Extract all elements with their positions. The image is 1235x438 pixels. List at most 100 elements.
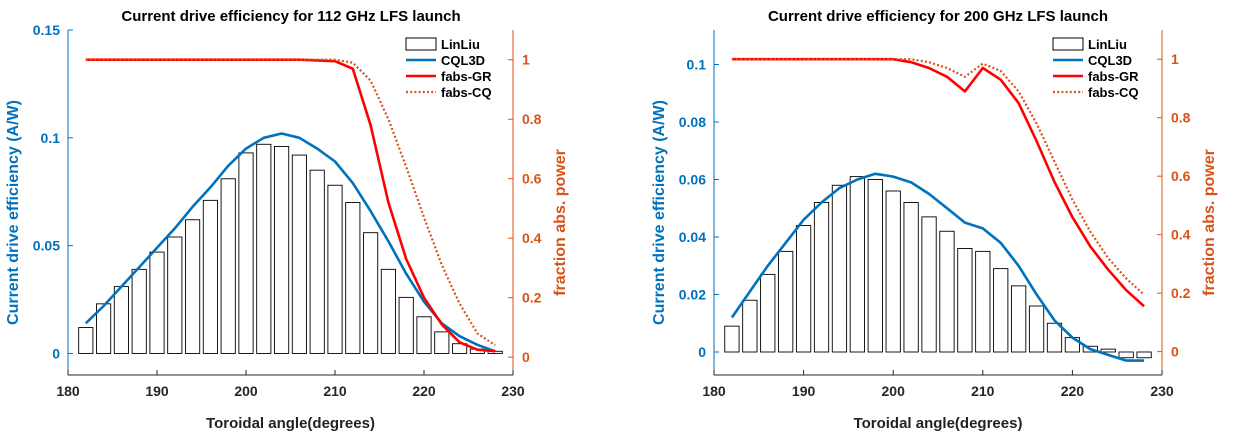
bar-linliu: [903, 202, 919, 353]
bar-linliu: [760, 273, 776, 353]
bar-linliu: [1028, 305, 1045, 353]
bar-linliu: [185, 219, 201, 354]
bar-linliu: [975, 250, 991, 353]
y-tick-label-right: 0.2: [522, 290, 542, 306]
legend-label: CQL3D: [441, 53, 485, 68]
x-tick-label: 220: [1061, 383, 1085, 399]
legend-label: CQL3D: [1088, 53, 1132, 68]
series-line-fabs-gr: [85, 58, 496, 353]
chart-112ghz: Current drive efficiency for 112 GHz LFS…: [5, 8, 569, 432]
y-tick-label-right: 1: [522, 52, 530, 68]
bar-linliu: [452, 343, 468, 354]
x-axis-label: Toroidal angle(degrees): [206, 415, 375, 432]
x-tick-label: 220: [412, 383, 436, 399]
y-tick-label-right: 0.8: [522, 111, 542, 127]
bar-linliu: [795, 225, 812, 353]
y-tick-label-right: 0: [522, 349, 530, 365]
chart-title: Current drive efficiency for 112 GHz LFS…: [121, 8, 460, 25]
bar-linliu: [434, 331, 450, 354]
series-line-fabs-cq: [731, 58, 1145, 296]
chart-title: Current drive efficiency for 200 GHz LFS…: [768, 8, 1108, 25]
bar-linliu: [939, 230, 955, 353]
bar-linliu: [256, 143, 272, 354]
y-tick-label-left: 0.02: [679, 287, 706, 303]
bar-linliu: [96, 303, 112, 354]
bar-linliu: [849, 176, 865, 353]
y-tick-label-left: 0: [52, 345, 60, 361]
x-axis-label: Toroidal angle(degrees): [854, 415, 1023, 432]
x-tick-label: 180: [702, 383, 726, 399]
y-axis-label-right: fraction abs. power: [552, 149, 569, 296]
bar-linliu: [831, 184, 848, 353]
x-tick-label: 200: [882, 383, 906, 399]
y-tick-label-left: 0.08: [679, 114, 706, 130]
bar-linliu: [309, 169, 325, 354]
chart-200ghz: Current drive efficiency for 200 GHz LFS…: [651, 8, 1218, 432]
y-tick-label-right: 0: [1171, 344, 1179, 360]
legend-label: fabs-GR: [1088, 69, 1139, 84]
legend-swatch-linliu: [405, 37, 437, 51]
y-axis-label-left: Current drive efficiency (A/W): [651, 100, 668, 325]
series-line-cql3d: [84, 132, 496, 353]
y-tick-label-right: 0.2: [1171, 285, 1191, 301]
bar-linliu: [220, 178, 236, 354]
x-tick-label: 180: [56, 383, 80, 399]
bar-linliu: [921, 216, 937, 353]
series-line-fabs-gr: [731, 57, 1145, 308]
bar-linliu: [291, 154, 307, 354]
legend-label: fabs-CQ: [1088, 85, 1139, 100]
bar-linliu: [993, 268, 1009, 353]
bar-linliu: [345, 202, 361, 354]
bar-linliu: [398, 296, 414, 354]
y-tick-label-right: 0.4: [522, 230, 542, 246]
bar-linliu: [416, 316, 432, 354]
y-axis-label-left: Current drive efficiency (A/W): [5, 100, 22, 325]
y-tick-label-left: 0.04: [679, 229, 706, 245]
bar-linliu: [149, 251, 165, 354]
y-tick-label-right: 1: [1171, 51, 1179, 67]
legend-label: fabs-CQ: [441, 85, 492, 100]
x-tick-label: 200: [234, 383, 258, 399]
x-tick-label: 190: [145, 383, 169, 399]
bar-linliu: [867, 179, 883, 353]
bar-linliu: [238, 152, 254, 354]
y-tick-label-right: 0.6: [522, 171, 542, 187]
y-tick-label-left: 0: [698, 344, 706, 360]
x-tick-label: 190: [792, 383, 816, 399]
bar-linliu: [1100, 348, 1116, 353]
x-tick-label: 230: [501, 383, 525, 399]
bar-linliu: [1011, 285, 1027, 353]
bar-linliu: [167, 236, 183, 354]
x-tick-label: 210: [323, 383, 347, 399]
bar-linliu: [131, 268, 147, 354]
y-tick-label-left: 0.06: [679, 172, 706, 188]
y-tick-label-right: 0.4: [1171, 227, 1191, 243]
y-tick-label-left: 0.1: [41, 130, 61, 146]
legend-label: LinLiu: [441, 37, 480, 52]
y-tick-label-left: 0.1: [687, 57, 707, 73]
bar-linliu: [742, 299, 758, 353]
x-tick-label: 230: [1150, 383, 1174, 399]
bar-linliu: [202, 199, 218, 354]
y-tick-label-right: 0.6: [1171, 168, 1191, 184]
bar-linliu: [885, 190, 901, 353]
legend-swatch-linliu: [1052, 37, 1084, 51]
bar-linliu: [957, 248, 973, 353]
bar-linliu: [1118, 351, 1134, 359]
y-axis-label-right: fraction abs. power: [1201, 149, 1218, 296]
x-tick-label: 210: [971, 383, 995, 399]
y-tick-label-left: 0.15: [33, 22, 60, 38]
series-line-cql3d: [730, 172, 1145, 362]
bar-linliu: [274, 145, 290, 354]
bar-linliu: [778, 250, 794, 353]
y-tick-label-left: 0.05: [33, 238, 60, 254]
bar-linliu: [813, 202, 830, 353]
bar-linliu: [78, 327, 94, 354]
legend-label: LinLiu: [1088, 37, 1127, 52]
bar-linliu: [327, 184, 343, 354]
bar-linliu: [363, 232, 379, 354]
y-tick-label-right: 0.8: [1171, 110, 1191, 126]
bar-linliu: [1046, 322, 1063, 353]
series-line-fabs-cq: [85, 58, 496, 347]
